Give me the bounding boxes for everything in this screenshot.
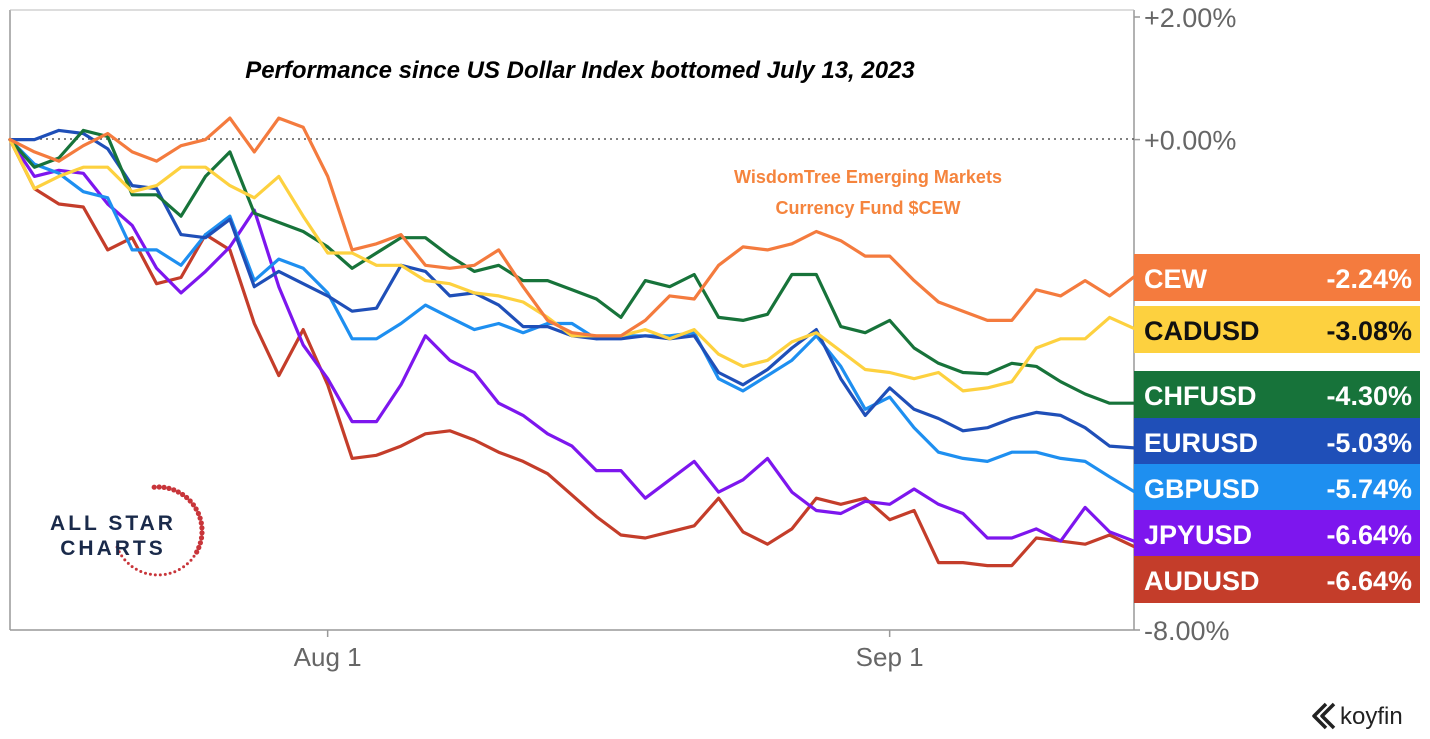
series-line-chfusd — [8, 128, 1136, 405]
series-tag-bg — [1134, 556, 1420, 603]
logo-star-icon — [168, 571, 172, 575]
series-tags: CEW -2.24% CADUSD -3.08% CHFUSD -4.30% EURUSD -… — [1134, 254, 1420, 603]
logo-star-icon — [166, 485, 172, 491]
logo-star-icon — [134, 567, 138, 571]
x-tick-label: Sep 1 — [856, 642, 924, 672]
logo-star-icon — [158, 573, 162, 577]
logo-star-icon — [163, 572, 167, 576]
logo-star-icon — [123, 558, 127, 562]
logo-star-icon — [187, 498, 193, 504]
koyfin-wordmark: koyfin — [1340, 703, 1403, 730]
logo-star-icon — [185, 562, 189, 566]
series-tag-value: -5.74% — [1326, 474, 1412, 504]
series-tag-name: JPYUSD — [1144, 520, 1252, 550]
series-tag-gbpusd: GBPUSD -5.74% — [1134, 464, 1420, 511]
logo-text-line2: CHARTS — [60, 537, 166, 560]
y-tick-label: -8.00% — [1144, 616, 1230, 646]
logo-star-icon — [161, 484, 167, 490]
series-tag-name: CHFUSD — [1144, 381, 1257, 411]
logo-star-icon — [144, 571, 147, 575]
series-tag-value: -5.03% — [1326, 428, 1412, 458]
logo-star-icon — [115, 545, 119, 549]
series-tag-value: -3.08% — [1326, 316, 1412, 346]
series-tag-chfusd: CHFUSD -4.30% — [1134, 371, 1420, 418]
cew-annotation-line1: WisdomTree Emerging Markets — [734, 167, 1002, 187]
logo-star-icon — [175, 489, 181, 495]
logo-star-icon — [173, 570, 177, 574]
logo-star-icon — [189, 558, 193, 562]
series-tag-jpyusd: JPYUSD -6.64% — [1134, 510, 1420, 557]
series-tag-value: -2.24% — [1326, 264, 1412, 294]
series-tag-value: -4.30% — [1326, 381, 1412, 411]
all-star-charts-logo: ALL STAR CHARTS — [50, 484, 205, 577]
logo-star-icon — [180, 491, 186, 498]
series-line-jpyusd — [8, 138, 1136, 543]
series-tag-name: AUDUSD — [1144, 566, 1260, 596]
series-tag-name: CEW — [1144, 264, 1208, 294]
logo-star-icon — [199, 530, 205, 536]
series-tag-bg — [1134, 464, 1420, 511]
logo-star-icon — [195, 510, 201, 517]
series-line-audusd — [8, 138, 1136, 568]
logo-star-icon — [182, 565, 186, 569]
chart-title: Performance since US Dollar Index bottom… — [245, 57, 915, 84]
x-axis-ticks: Aug 1 Sep 1 — [294, 630, 924, 672]
logo-star-icon — [194, 549, 200, 555]
logo-star-icon — [139, 570, 143, 573]
logo-star-icon — [192, 554, 196, 558]
logo-star-icon — [177, 568, 181, 571]
logo-star-icon — [130, 565, 134, 569]
logo-star-icon — [117, 550, 121, 554]
series-line-gbpusd — [8, 138, 1136, 494]
koyfin-icon — [1312, 702, 1336, 730]
series-lines — [8, 116, 1136, 568]
logo-star-icon — [156, 484, 162, 490]
series-tag-bg — [1134, 418, 1420, 465]
series-tag-cadusd: CADUSD -3.08% — [1134, 306, 1420, 353]
plot-frame — [9, 9, 1135, 631]
cew-annotation-line2: Currency Fund $CEW — [775, 198, 960, 218]
logo-star-icon — [198, 535, 205, 541]
series-line-cadusd — [8, 138, 1136, 393]
logo-star-icon — [190, 502, 196, 508]
series-tag-bg — [1134, 510, 1420, 557]
logo-star-icon — [199, 525, 205, 531]
y-tick-label: +2.00% — [1144, 3, 1236, 33]
series-tag-bg — [1134, 371, 1420, 418]
series-tag-eurusd: EURUSD -5.03% — [1134, 418, 1420, 465]
logo-star-icon — [193, 506, 199, 512]
logo-star-icon — [126, 561, 130, 565]
series-tag-name: EURUSD — [1144, 428, 1258, 458]
series-tag-audusd: AUDUSD -6.64% — [1134, 556, 1420, 603]
series-tag-cew: CEW -2.24% — [1134, 254, 1420, 301]
logo-star-icon — [120, 554, 124, 558]
series-tag-value: -6.64% — [1326, 566, 1412, 596]
logo-star-icon — [171, 487, 177, 493]
series-line-cew — [8, 116, 1136, 338]
series-tag-name: GBPUSD — [1144, 474, 1260, 504]
logo-star-icon — [151, 484, 157, 490]
logo-star-icon — [197, 515, 203, 521]
logo-star-icon — [197, 540, 203, 546]
y-axis-ticks: +2.00% +0.00% -8.00% — [1134, 3, 1236, 646]
series-tag-bg — [1134, 254, 1420, 301]
series-tag-value: -6.64% — [1326, 520, 1412, 550]
logo-star-icon — [196, 544, 202, 551]
logo-text-line1: ALL STAR — [50, 512, 176, 535]
y-tick-label: +0.00% — [1144, 126, 1236, 156]
series-tag-bg — [1134, 306, 1420, 353]
logo-star-ring — [115, 484, 205, 577]
logo-star-icon — [184, 494, 190, 501]
logo-star-icon — [148, 572, 152, 576]
series-tag-name: CADUSD — [1144, 316, 1260, 346]
koyfin-brand: koyfin — [1312, 702, 1403, 730]
logo-star-icon — [198, 520, 204, 526]
logo-star-icon — [153, 573, 157, 577]
x-tick-label: Aug 1 — [294, 642, 362, 672]
